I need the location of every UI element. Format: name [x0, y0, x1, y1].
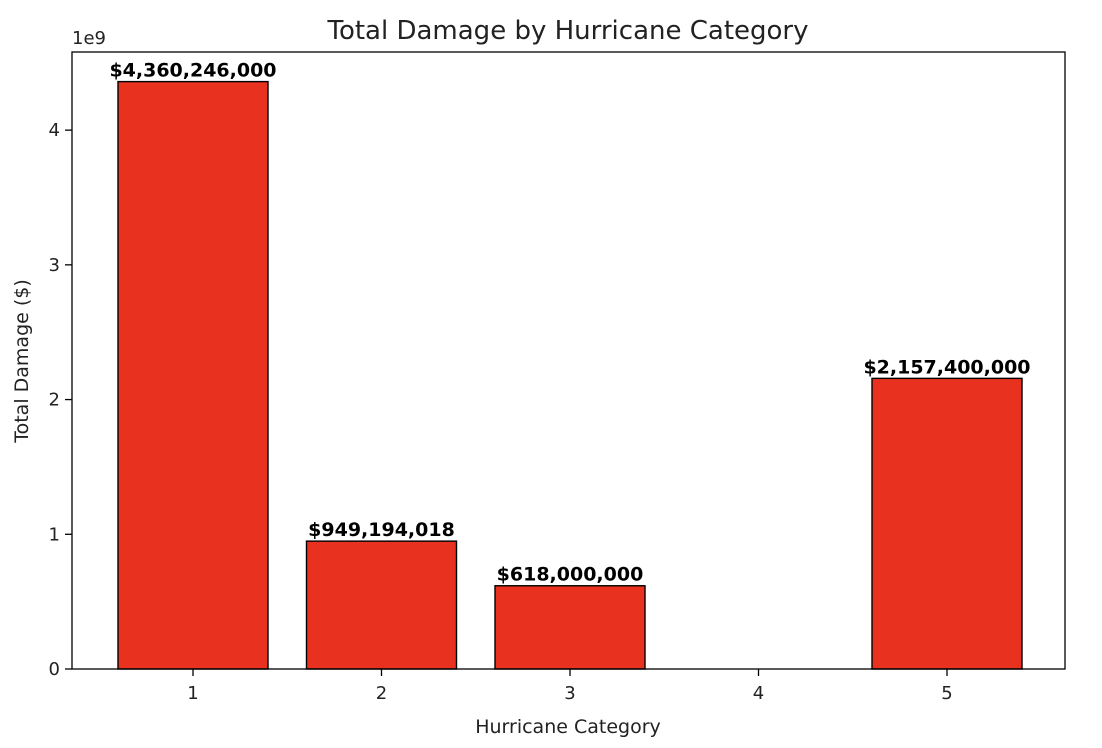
plot-frame	[71, 51, 1066, 670]
bar-category-5	[871, 377, 1023, 670]
chart-title: Total Damage by Hurricane Category	[326, 16, 808, 46]
bar-category-3	[494, 585, 646, 670]
y-tick-label-4: 4	[49, 120, 60, 141]
data-label-category-2: $949,194,018	[308, 519, 455, 541]
x-tick-label-2: 2	[376, 683, 387, 704]
y-axis-label: Total Damage ($)	[11, 279, 33, 444]
data-label-category-1: $4,360,246,000	[109, 60, 276, 82]
bars-layer	[117, 80, 1023, 670]
data-labels-layer: $4,360,246,000 $949,194,018 $618,000,000 $2…	[109, 60, 1030, 586]
bar-category-2	[305, 540, 458, 670]
y-tick-label-2: 2	[49, 390, 60, 411]
x-tick-label-5: 5	[941, 683, 952, 704]
bar-category-1	[117, 80, 269, 670]
y-axis: 0 1 2 3 4	[49, 120, 72, 680]
data-label-category-3: $618,000,000	[497, 564, 644, 586]
y-tick-label-0: 0	[49, 659, 60, 680]
x-tick-label-4: 4	[753, 683, 764, 704]
y-tick-label-3: 3	[49, 255, 60, 276]
x-axis: 1 2 3 4 5	[187, 669, 953, 704]
x-axis-label: Hurricane Category	[475, 716, 661, 738]
data-label-category-5: $2,157,400,000	[863, 356, 1030, 378]
y-axis-scale-label: 1e9	[72, 28, 106, 49]
y-tick-label-1: 1	[49, 524, 60, 545]
x-tick-label-1: 1	[187, 683, 198, 704]
x-tick-label-3: 3	[564, 683, 575, 704]
